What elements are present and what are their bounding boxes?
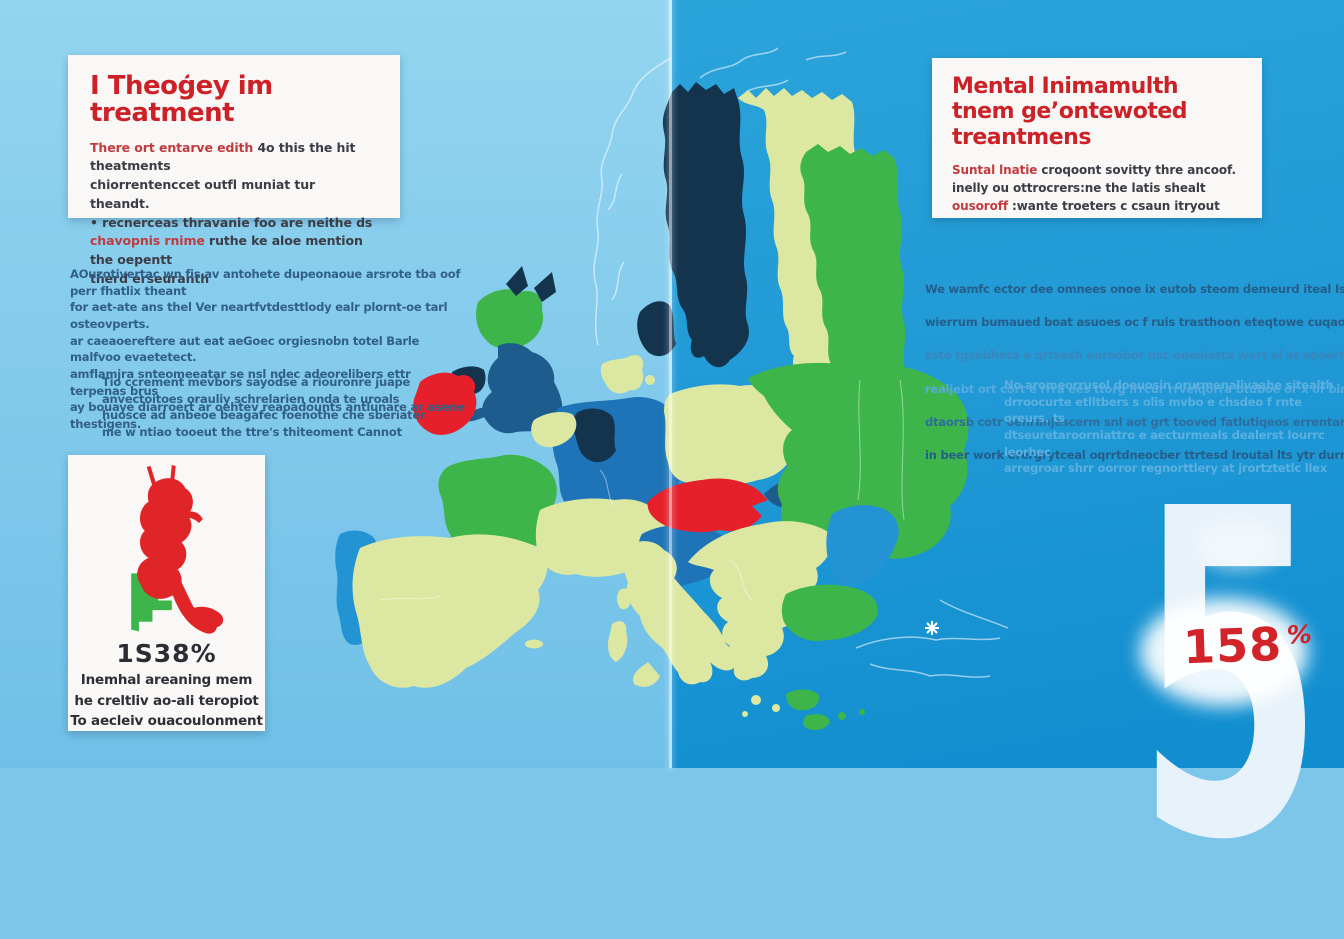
country-bulgaria <box>781 584 878 642</box>
paragraph-line: ssto tgsebheta e qrtxosh euroobor nsc on… <box>925 348 1344 363</box>
country-germany-west-dark <box>572 408 616 463</box>
country-denmark <box>600 354 644 394</box>
card-treatment: I Theoģey im treatment There ort entarve… <box>68 55 400 286</box>
country-ireland <box>413 372 477 435</box>
greek-island-1 <box>786 689 820 711</box>
scotland-highlands-spike-1 <box>506 266 528 296</box>
greek-island-4 <box>859 709 865 715</box>
greek-island-3 <box>838 712 846 720</box>
sea-flower-mark <box>925 621 939 635</box>
paragraph-left-1: AOuzotivertac wn fis av antohete dupeona… <box>70 267 465 432</box>
body-red-phrase: Suntal lnatie <box>952 162 1038 177</box>
animal-foot <box>192 606 223 628</box>
aegean-khaki-island-3 <box>742 711 748 717</box>
island-corsica <box>617 588 631 610</box>
paragraph-right-2: No aromeorrusol doeuosin orurmenalivaahe… <box>1004 378 1334 476</box>
paragraph-line: wierrum bumaued boat asuoes oc f ruis tr… <box>925 315 1344 330</box>
arctic-coast-outline <box>699 47 847 93</box>
italy-foot <box>633 662 660 687</box>
animal-arm <box>182 511 203 524</box>
paragraph-left-2: Tio ccrement mevbors sayodse a riouronre… <box>102 375 426 440</box>
card-treatment-title: I Theoģey im treatment <box>90 71 273 129</box>
scotland-highlands-spike-2 <box>534 272 556 302</box>
body-text: chiorrentenccet outfl muniat tur theandt… <box>90 177 316 211</box>
paragraph-line: realjebt ort cort e rrra ees ttorg lrrcu… <box>925 381 1344 396</box>
body-text: :wante troeters c csaun itryout <box>1007 198 1220 213</box>
country-benelux <box>531 412 577 448</box>
country-england <box>482 343 563 434</box>
big-percent-value: 158 <box>1182 616 1283 675</box>
norway-coast-outline <box>593 57 672 346</box>
body-text: • recnerceas thravanie foo are neithe ds <box>90 214 373 230</box>
body-text: 4o this the hit theatments <box>90 139 356 174</box>
red-animal-icon <box>130 465 223 634</box>
card-treatment-body: There ort entarve edith 4o this the hit … <box>90 139 378 289</box>
denmark-island <box>645 375 655 385</box>
country-spain <box>352 534 548 688</box>
country-scotland <box>476 289 544 349</box>
country-norway-south <box>637 301 676 357</box>
region-ukraine-belarus <box>748 362 969 559</box>
country-czech <box>647 478 768 533</box>
aegean-khaki-island-1 <box>751 695 761 705</box>
animal-body <box>136 478 193 599</box>
body-red-phrase: chavopnis rnime <box>90 233 205 249</box>
body-text: croqoont sovitty thre ancoof. <box>1037 162 1236 177</box>
card-stat-left: 1S38% Inemhal areaning mem he creltliv a… <box>68 455 265 731</box>
country-borders <box>379 379 905 601</box>
body-text: therd erseuranth <box>90 270 210 286</box>
stat-left-value: 1S38% <box>116 639 217 669</box>
country-poland <box>664 384 795 485</box>
country-sweden <box>662 82 749 368</box>
card-mental-body: Suntal lnatie croqoont sovitty thre anco… <box>952 161 1242 215</box>
country-france <box>438 454 557 554</box>
country-romania-west <box>826 505 899 586</box>
cloud-haze-small <box>1196 520 1282 572</box>
page-fold-line <box>669 0 672 768</box>
body-text: ruthe ke aloe mention the oepentt <box>90 233 363 268</box>
card-mental-title-line2: tnem geʼontewoted treantmens <box>952 99 1188 150</box>
cloud-haze <box>1140 598 1308 706</box>
card-mental-title-line1: Mental Inimamulth <box>952 74 1179 99</box>
card-mental-health: Mental Inimamulth tnem geʼontewoted trea… <box>932 58 1262 218</box>
balearic-island <box>525 639 543 649</box>
body-red-phrase: There ort entarve edith <box>90 139 254 155</box>
region-balkans-greece <box>688 521 832 681</box>
country-italy <box>623 541 737 685</box>
big-percent-stat: 158% <box>1182 616 1313 674</box>
body-text: inelly ou ottrocrers:ne the latis shealt <box>952 180 1206 195</box>
paragraph-line: We wamfc ector dee omnees onoe ix eutob … <box>925 281 1344 296</box>
aegean-khaki-island-2 <box>772 704 780 712</box>
europe-map <box>335 47 1009 730</box>
turkey-coast-outline <box>855 599 1009 678</box>
stat-left-caption: Inemhal areaning mem he creltliv ao-ali … <box>70 672 263 729</box>
big-percent-unit: % <box>1286 619 1313 650</box>
animal-antenna-1 <box>146 465 156 487</box>
greek-island-2 <box>803 714 830 730</box>
body-red-phrase: ousoroff <box>952 198 1008 213</box>
island-sardinia <box>608 621 628 662</box>
